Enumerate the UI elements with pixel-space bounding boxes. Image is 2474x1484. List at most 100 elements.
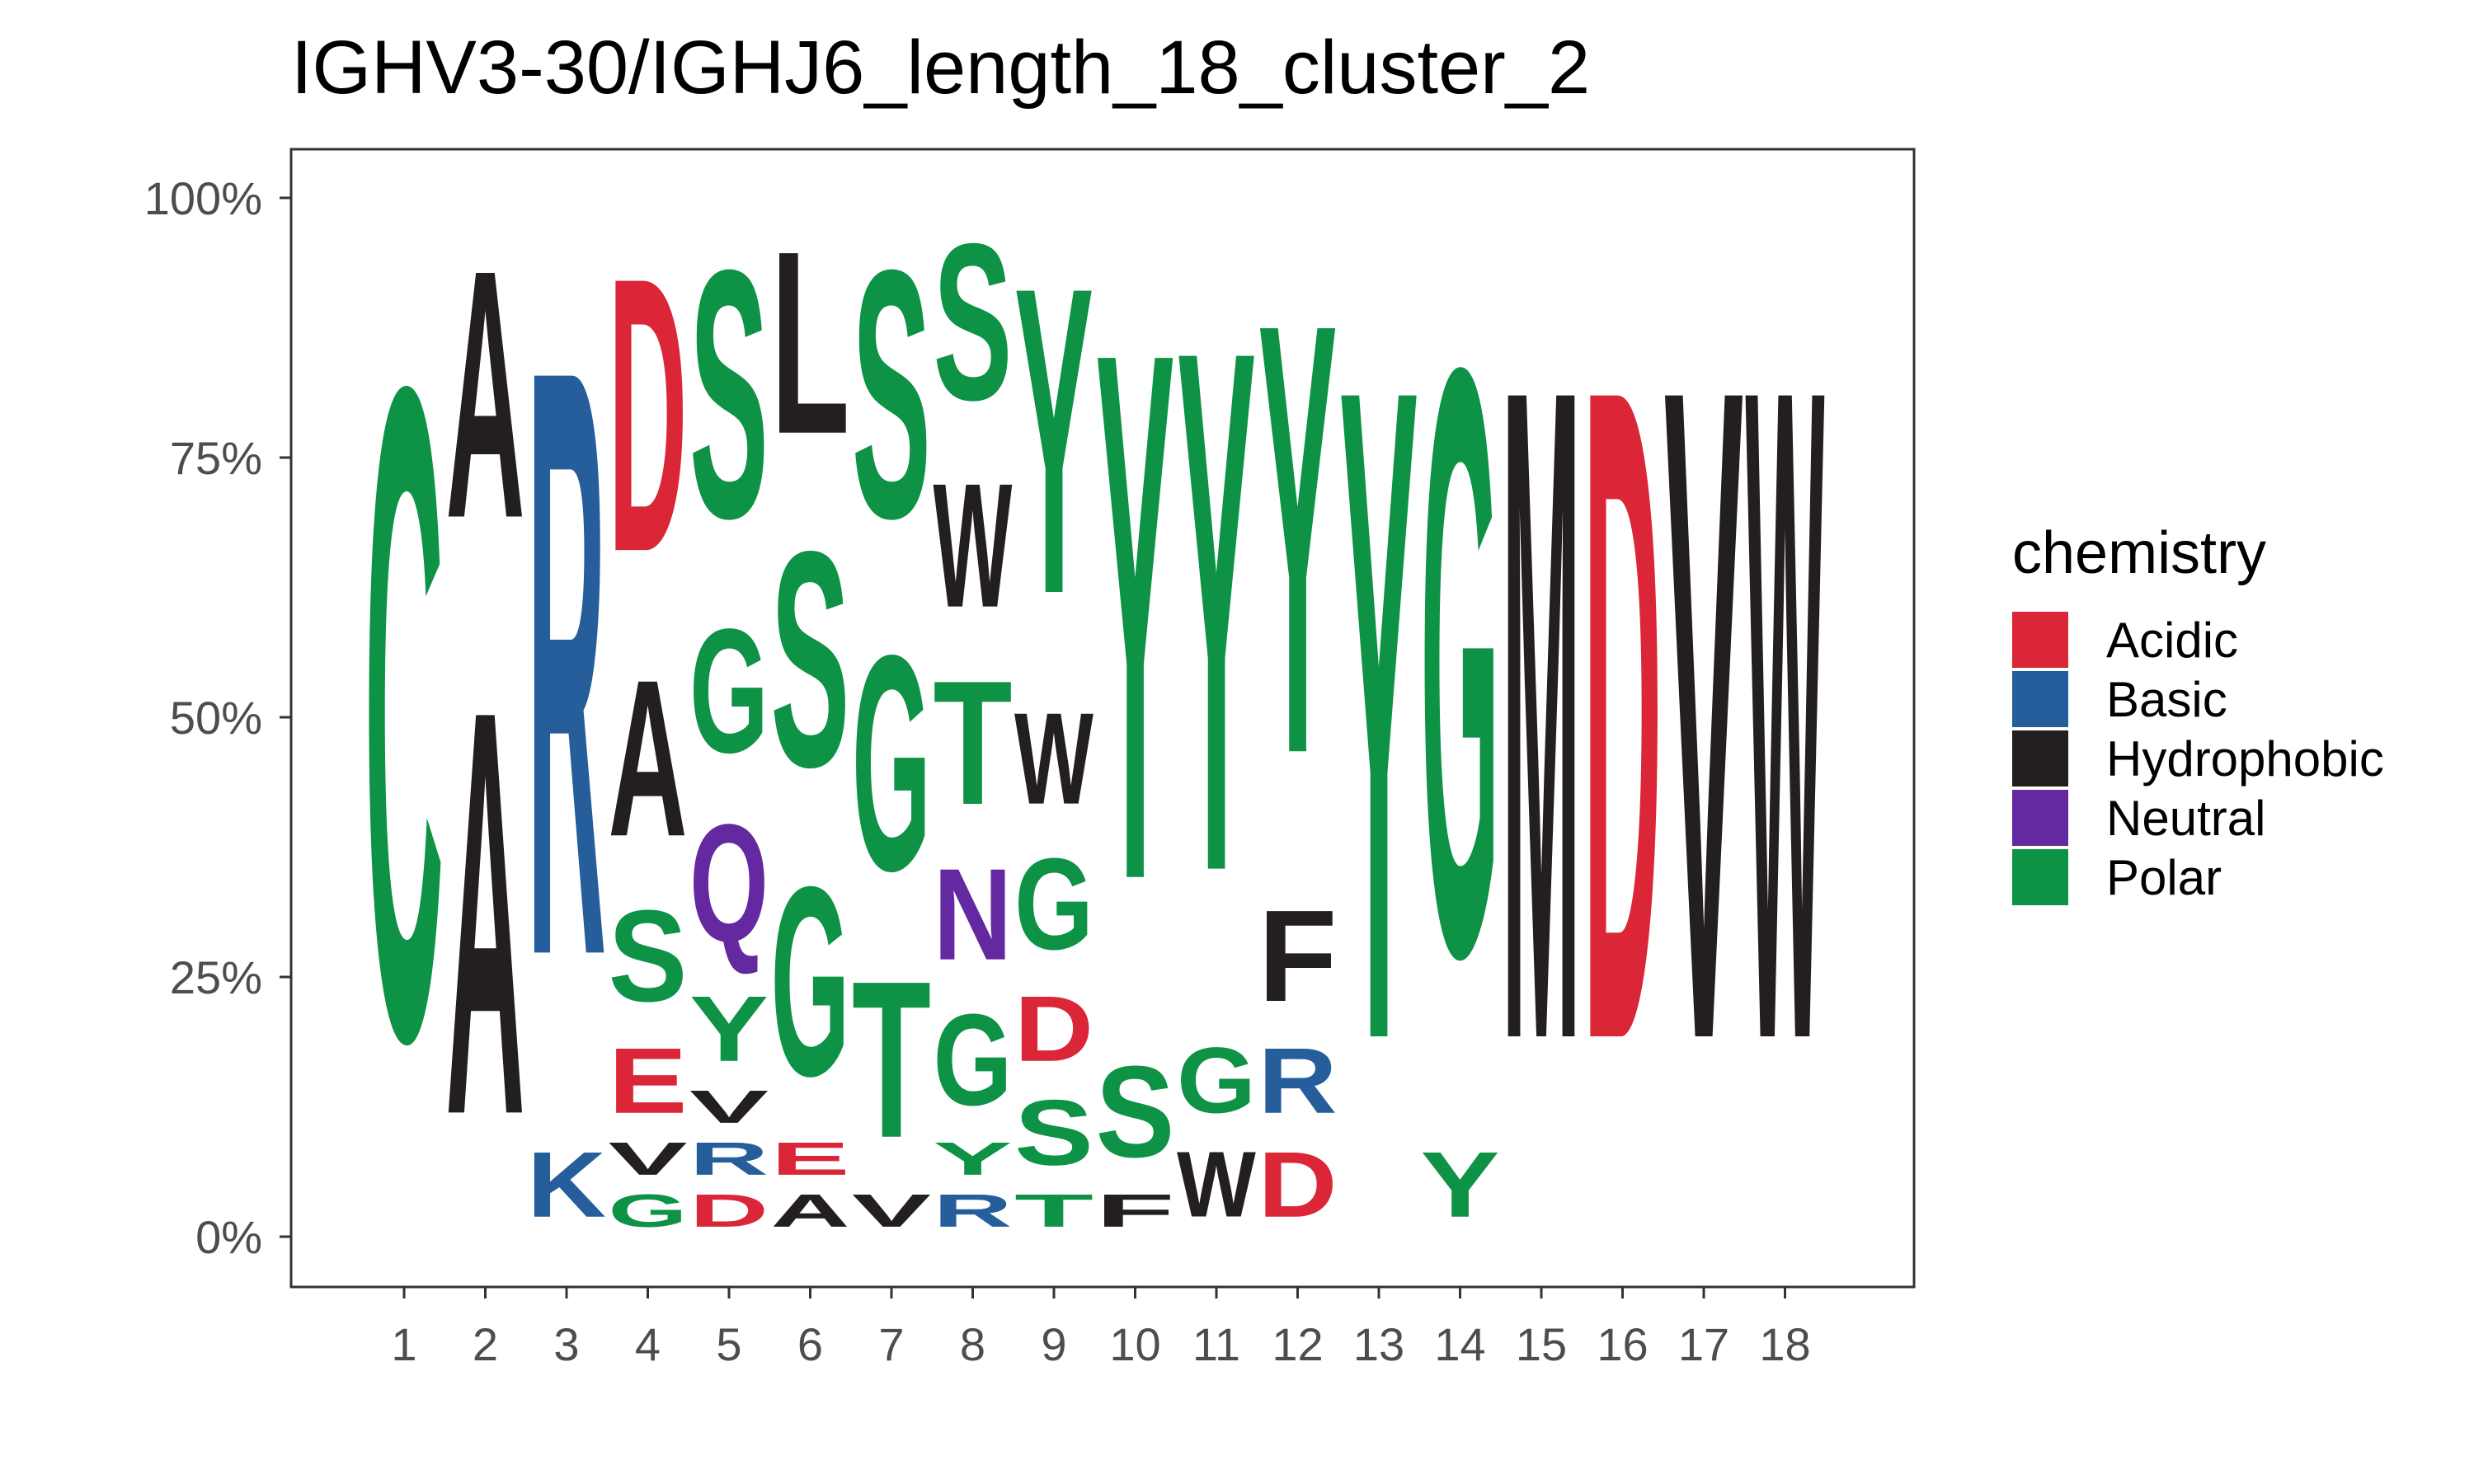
logo-letter-s: S <box>934 197 1013 448</box>
logo-letter-w: W <box>1014 687 1094 832</box>
legend-item-polar: Polar <box>2012 848 2384 907</box>
logo-letter-d: D <box>1258 1133 1338 1237</box>
legend-label: Polar <box>2106 849 2222 905</box>
logo-letter-s: S <box>852 196 931 592</box>
x-tick-label: 17 <box>1678 1318 1729 1370</box>
logo-letter-s: S <box>771 487 850 831</box>
logo-letter-y: Y <box>1421 1133 1500 1237</box>
logo-letter-y: Y <box>1014 197 1094 685</box>
x-tick-label: 7 <box>878 1318 904 1370</box>
logo-letter-y: Y <box>1258 195 1338 881</box>
logo-letter-s: S <box>1014 1081 1094 1185</box>
logo-letter-f: F <box>1096 1185 1175 1237</box>
logo-letter-g: G <box>934 988 1013 1133</box>
logo-letter-s: S <box>1096 1040 1175 1186</box>
logo-letter-e: E <box>771 1133 850 1185</box>
x-tick-label: 14 <box>1434 1318 1485 1370</box>
legend-color-key <box>2012 730 2068 787</box>
legend-color-key <box>2012 849 2068 905</box>
logo-letter-v: V <box>1664 193 1744 1234</box>
legend-label: Neutral <box>2106 790 2266 846</box>
logo-letter-d: D <box>689 1185 769 1237</box>
logo-letter-a: A <box>446 197 525 593</box>
logo-letter-y: Y <box>1177 195 1256 1028</box>
x-tick-label: 18 <box>1759 1318 1810 1370</box>
logo-letter-w: W <box>1177 1133 1256 1237</box>
logo-letter-g: G <box>689 592 769 790</box>
x-tick-label: 1 <box>391 1318 416 1370</box>
x-tick-label: 10 <box>1109 1318 1160 1370</box>
y-tick-label: 25% <box>170 951 262 1003</box>
logo-letter-y: Y <box>934 1133 1013 1185</box>
logo-letter-y: Y <box>689 977 769 1081</box>
logo-letter-r: R <box>689 1133 769 1185</box>
chart-title: IGHV3-30/IGHJ6_length_18_cluster_2 <box>291 26 1591 110</box>
legend-item-hydrophobic: Hydrophobic <box>2012 729 2384 788</box>
legend-color-key <box>2012 671 2068 727</box>
x-tick-label: 6 <box>797 1318 823 1370</box>
logo-letter-y: Y <box>1096 194 1175 1037</box>
logo-letter-g: G <box>1421 193 1500 1130</box>
x-tick-label: 3 <box>553 1318 579 1370</box>
logo-letter-r: R <box>527 193 606 1130</box>
y-tick-label: 50% <box>170 692 262 744</box>
legend-items: Acidic Basic Hydrophobic Neutral Polar <box>2012 610 2384 907</box>
logo-letter-r: R <box>934 1185 1013 1237</box>
x-tick-label: 4 <box>635 1318 661 1370</box>
logo-letter-r: R <box>1258 1029 1338 1133</box>
y-tick-label: 75% <box>170 432 262 484</box>
logo-letter-g: G <box>1014 832 1094 977</box>
logo-letter-a: A <box>446 590 525 1235</box>
plot-panel-border <box>289 148 1916 1289</box>
logo-letter-d: D <box>1583 195 1663 1234</box>
logo-letter-f: F <box>1258 884 1338 1030</box>
x-tick-label: 2 <box>473 1318 498 1370</box>
legend-item-basic: Basic <box>2012 669 2384 729</box>
logo-letter-e: E <box>609 1029 688 1133</box>
legend-item-neutral: Neutral <box>2012 788 2384 848</box>
logo-letter-t: T <box>852 934 931 1184</box>
x-tick-label: 13 <box>1353 1318 1404 1370</box>
legend-title: chemistry <box>2012 520 2267 586</box>
legend-color-key <box>2012 790 2068 846</box>
logo-letter-a: A <box>609 634 688 883</box>
x-tick-label: 15 <box>1516 1318 1567 1370</box>
logo-letter-l: L <box>771 197 850 488</box>
logo-letter-v: V <box>689 1081 769 1133</box>
legend-color-key <box>2012 612 2068 668</box>
logo-letter-g: G <box>609 1185 688 1237</box>
x-axis: 1 2 3 4 5 6 7 8 9 10 11 12 13 14 15 16 17 18 <box>391 1287 1811 1370</box>
legend: chemistry Acidic Basic Hydrophobic Neutral P… <box>2012 519 2384 907</box>
logo-letter-q: Q <box>689 789 769 976</box>
logo-letter-k: K <box>527 1133 606 1237</box>
logo-letter-s: S <box>609 884 688 1030</box>
y-tick-label: 0% <box>195 1211 262 1263</box>
logo-letter-g: G <box>852 591 931 934</box>
logo-letter-d: D <box>609 195 688 633</box>
x-tick-label: 9 <box>1041 1318 1066 1370</box>
x-tick-label: 16 <box>1597 1318 1648 1370</box>
x-tick-label: 8 <box>960 1318 985 1370</box>
logo-letter-g: G <box>771 831 850 1132</box>
logo-letter-m: M <box>1502 195 1581 1235</box>
logo-letter-w: W <box>1746 195 1826 1235</box>
legend-label: Basic <box>2106 671 2227 727</box>
logo-letter-t: T <box>1014 1185 1094 1237</box>
logo-letter-w: W <box>934 446 1013 644</box>
x-tick-label: 11 <box>1192 1318 1240 1370</box>
legend-label: Acidic <box>2106 612 2239 668</box>
legend-item-acidic: Acidic <box>2012 610 2384 669</box>
logo-letter-v: V <box>609 1133 688 1185</box>
logo-letter-v: V <box>852 1185 931 1237</box>
legend-label: Hydrophobic <box>2106 730 2384 787</box>
x-tick-label: 12 <box>1272 1318 1323 1370</box>
logo-letter-d: D <box>1014 977 1094 1081</box>
x-tick-label: 5 <box>716 1318 741 1370</box>
logo-letter-y: Y <box>1339 193 1418 1234</box>
logo-letter-n: N <box>934 842 1013 987</box>
logo-letter-s: S <box>689 196 769 592</box>
logo-letter-a: A <box>771 1185 850 1237</box>
y-axis: 0% 25% 50% 75% 100% <box>144 172 291 1263</box>
y-tick-label: 100% <box>144 172 262 224</box>
